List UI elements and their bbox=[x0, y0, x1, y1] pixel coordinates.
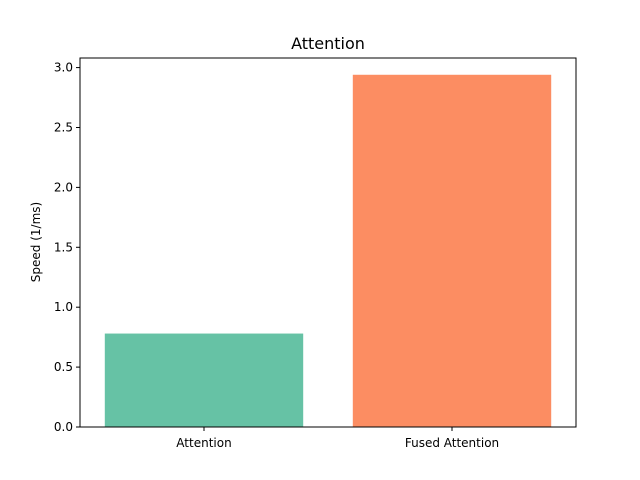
y-tick-label-2: 1.0 bbox=[54, 300, 73, 314]
y-tick-label-4: 2.0 bbox=[54, 180, 73, 194]
y-axis-label: Speed (1/ms) bbox=[29, 202, 43, 282]
chart-title: Attention bbox=[291, 34, 365, 53]
bar-1 bbox=[352, 74, 552, 427]
x-tick-label-1: Fused Attention bbox=[405, 436, 499, 450]
y-tick-label-0: 0.0 bbox=[54, 420, 73, 434]
y-axis: 0.0 0.5 1.0 1.5 2.0 2.5 3.0 bbox=[54, 61, 80, 434]
plot-frame bbox=[79, 57, 577, 428]
bar-0 bbox=[104, 333, 304, 427]
x-axis: Attention Fused Attention bbox=[176, 427, 499, 450]
y-tick-label-6: 3.0 bbox=[54, 61, 73, 75]
y-tick-label-1: 0.5 bbox=[54, 360, 73, 374]
y-tick-label-3: 1.5 bbox=[54, 240, 73, 254]
x-tick-label-0: Attention bbox=[176, 436, 231, 450]
y-tick-label-5: 2.5 bbox=[54, 120, 73, 134]
bars-group bbox=[104, 74, 552, 427]
